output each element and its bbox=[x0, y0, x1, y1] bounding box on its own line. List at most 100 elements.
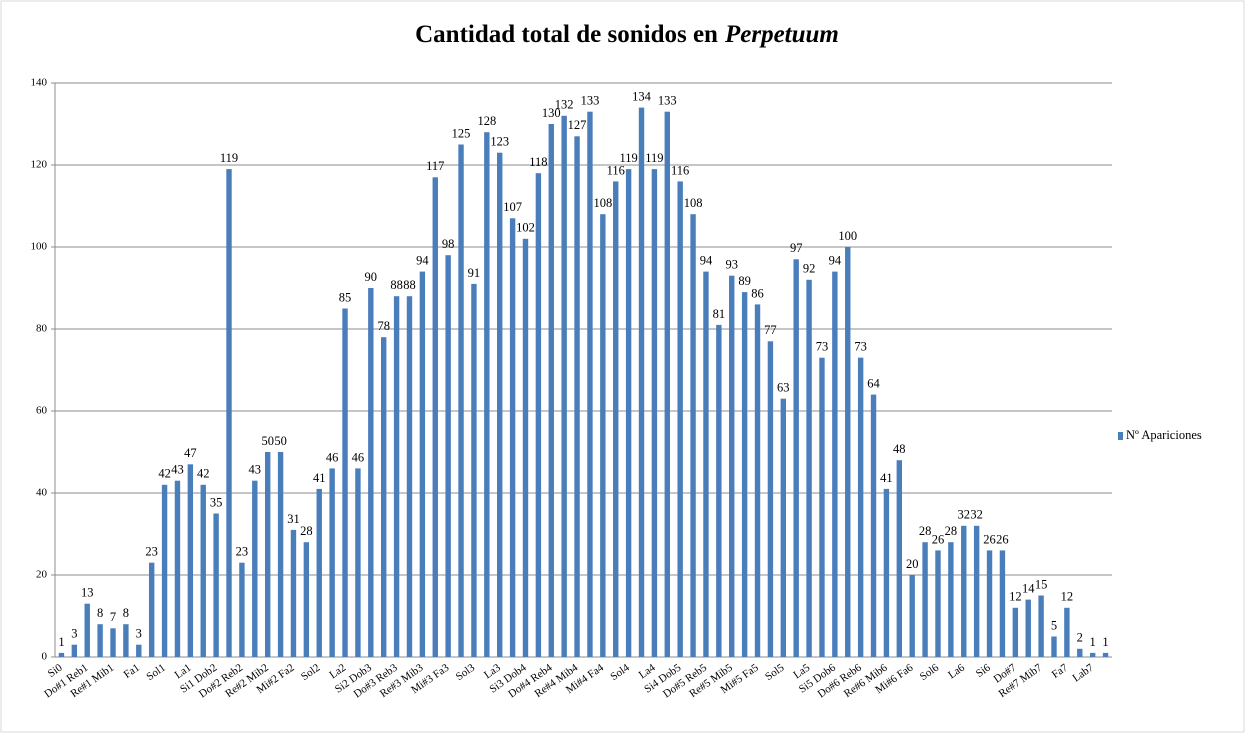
data-label: 23 bbox=[236, 545, 249, 559]
y-tick-label: 100 bbox=[31, 241, 48, 253]
data-label: 78 bbox=[377, 319, 390, 333]
data-label: 8 bbox=[123, 606, 129, 620]
y-tick-label: 60 bbox=[36, 405, 48, 417]
data-label: 28 bbox=[945, 524, 958, 538]
bar bbox=[148, 562, 155, 657]
data-label: 97 bbox=[790, 241, 803, 255]
data-label: 7 bbox=[110, 610, 116, 624]
bar bbox=[651, 169, 658, 657]
bar bbox=[922, 542, 928, 657]
data-label: 28 bbox=[919, 524, 932, 538]
bar bbox=[948, 542, 954, 657]
bar bbox=[58, 652, 65, 657]
data-label: 86 bbox=[751, 286, 764, 300]
title-italic: Perpetuum bbox=[724, 21, 839, 48]
bar bbox=[381, 337, 387, 657]
bar bbox=[1051, 636, 1057, 657]
data-label: 81 bbox=[713, 307, 726, 321]
bar bbox=[1077, 648, 1083, 657]
data-label: 2 bbox=[1077, 631, 1083, 645]
data-label: 43 bbox=[249, 463, 262, 477]
bar bbox=[445, 255, 451, 657]
bar bbox=[329, 468, 335, 657]
bar bbox=[226, 169, 232, 657]
data-label: 88 bbox=[390, 278, 403, 292]
data-label: 15 bbox=[1035, 577, 1048, 591]
bar bbox=[277, 452, 284, 657]
bar bbox=[213, 513, 219, 657]
data-label: 125 bbox=[452, 126, 471, 140]
data-label: 133 bbox=[581, 94, 600, 108]
bar bbox=[896, 460, 903, 657]
bar bbox=[870, 394, 877, 657]
bar bbox=[961, 525, 967, 657]
bar bbox=[432, 177, 438, 658]
data-label: 85 bbox=[339, 290, 352, 304]
bar bbox=[690, 214, 696, 657]
data-label: 133 bbox=[658, 94, 677, 108]
bar bbox=[252, 480, 258, 657]
bar bbox=[716, 324, 722, 657]
bar bbox=[1064, 607, 1070, 657]
data-label: 1 bbox=[58, 635, 64, 649]
data-label: 50 bbox=[274, 434, 287, 448]
bar bbox=[264, 452, 271, 657]
y-tick-label: 120 bbox=[31, 159, 48, 171]
data-label: 119 bbox=[619, 151, 637, 165]
data-label: 130 bbox=[542, 106, 561, 120]
bar bbox=[368, 288, 374, 657]
data-label: 42 bbox=[197, 467, 210, 481]
y-tick-label: 140 bbox=[31, 77, 48, 89]
data-label: 31 bbox=[287, 512, 300, 526]
data-label: 3 bbox=[136, 627, 142, 641]
bar bbox=[290, 529, 297, 657]
bar bbox=[509, 218, 516, 658]
data-label: 26 bbox=[932, 532, 945, 546]
data-label: 3 bbox=[71, 627, 77, 641]
bar bbox=[883, 488, 890, 657]
bar bbox=[832, 271, 838, 657]
bar bbox=[793, 259, 799, 657]
data-label: 108 bbox=[593, 196, 612, 210]
data-label: 118 bbox=[529, 155, 547, 169]
bar bbox=[973, 525, 980, 657]
bar bbox=[161, 484, 168, 657]
bar bbox=[71, 644, 78, 657]
data-label: 88 bbox=[403, 278, 416, 292]
data-label: 42 bbox=[158, 467, 171, 481]
bar bbox=[909, 575, 915, 657]
bar bbox=[1089, 652, 1096, 657]
bar bbox=[316, 488, 322, 657]
data-label: 102 bbox=[516, 221, 535, 235]
data-label: 12 bbox=[1061, 590, 1074, 604]
bar bbox=[600, 214, 606, 657]
bar bbox=[97, 624, 103, 657]
bar bbox=[174, 480, 181, 657]
bar bbox=[136, 644, 142, 657]
data-label: 108 bbox=[684, 196, 703, 210]
bar bbox=[484, 132, 490, 657]
data-label: 132 bbox=[555, 98, 574, 112]
data-label: 13 bbox=[81, 586, 94, 600]
bar bbox=[999, 550, 1006, 657]
bar bbox=[239, 562, 245, 657]
data-label: 8 bbox=[97, 606, 103, 620]
y-tick-label: 80 bbox=[36, 323, 48, 335]
bar bbox=[806, 279, 812, 657]
bar bbox=[471, 283, 477, 657]
data-label: 41 bbox=[880, 471, 893, 485]
data-label: 5 bbox=[1051, 618, 1057, 632]
bar bbox=[123, 624, 129, 657]
data-label: 35 bbox=[210, 495, 223, 509]
bar bbox=[1102, 652, 1109, 657]
y-tick-label: 0 bbox=[42, 651, 48, 663]
data-label: 20 bbox=[906, 557, 919, 571]
bar bbox=[587, 111, 593, 657]
legend-label: Nº Apariciones bbox=[1126, 428, 1202, 442]
chart-title: Cantidad total de sonidos en Perpetuum bbox=[415, 21, 839, 48]
data-label: 98 bbox=[442, 237, 455, 251]
bar bbox=[342, 308, 348, 657]
bar bbox=[664, 111, 670, 657]
